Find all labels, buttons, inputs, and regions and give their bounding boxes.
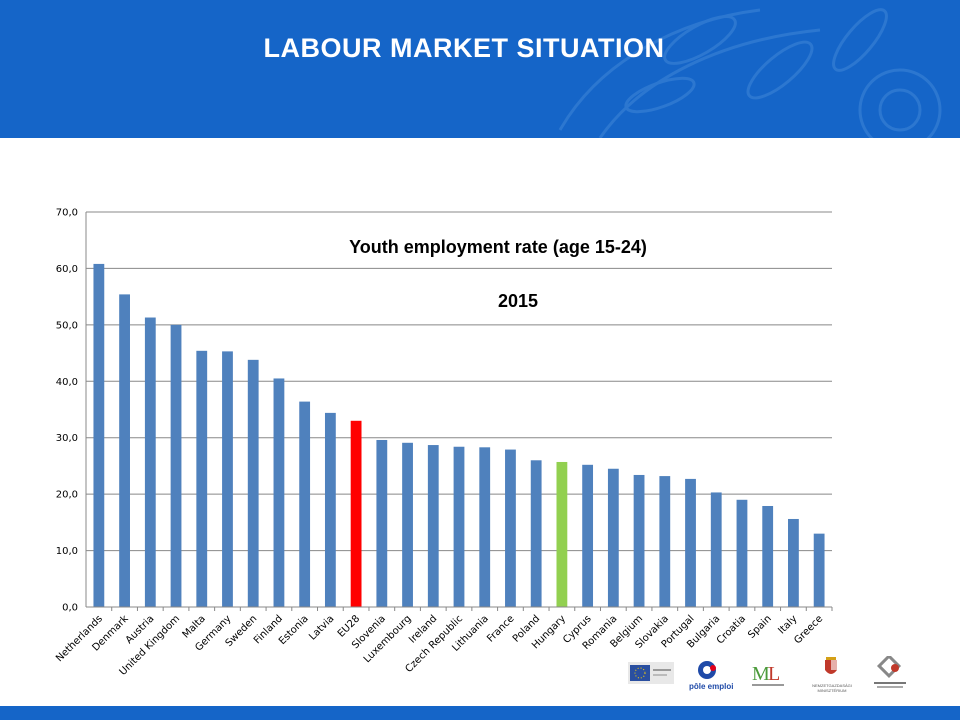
bar-luxembourg <box>402 442 413 607</box>
bar-chart: 0,0 10,0 20,0 30,0 40,0 50,0 60,0 70,0 Netherla… <box>54 208 833 678</box>
bar-estonia <box>299 401 311 607</box>
bar-austria <box>144 317 156 607</box>
chart-axes <box>85 212 833 611</box>
bar-slovenia <box>376 439 388 607</box>
bar-eu28 <box>350 420 362 607</box>
bar-finland <box>273 378 285 607</box>
y-tick-label: 60,0 <box>56 264 78 275</box>
bar-denmark <box>119 294 130 607</box>
bar-latvia <box>324 412 336 607</box>
slide-header: LABOUR MARKET SITUATION <box>0 0 960 138</box>
x-tick-label: Greece <box>792 613 825 646</box>
bar-czech-republic <box>453 446 465 607</box>
bar-france <box>505 449 516 607</box>
bar-greece <box>813 533 825 607</box>
y-axis-ticks: 0,0 10,0 20,0 30,0 40,0 50,0 60,0 70,0 <box>56 208 78 614</box>
x-tick-label: Spain <box>746 613 774 641</box>
bar-bulgaria <box>710 492 722 607</box>
bar-united-kingdom <box>170 324 182 607</box>
bar-croatia <box>736 499 748 607</box>
bar-malta <box>196 350 208 607</box>
x-tick-label: Latvia <box>307 613 336 642</box>
x-tick-label: France <box>485 613 516 644</box>
chart-subtitle: 2015 <box>498 291 538 311</box>
x-tick-label: Croatia <box>715 613 748 646</box>
bar-poland <box>530 460 542 607</box>
bar-spain <box>762 505 774 607</box>
chart-bars <box>93 263 825 607</box>
bar-netherlands <box>93 263 105 607</box>
bar-romania <box>607 468 619 607</box>
y-tick-label: 0,0 <box>62 603 78 614</box>
y-tick-label: 70,0 <box>56 208 78 219</box>
y-tick-label: 50,0 <box>56 320 78 331</box>
slide-footer-bar <box>0 706 960 720</box>
bar-cyprus <box>582 464 594 607</box>
bar-hungary <box>556 461 568 607</box>
bar-slovakia <box>659 476 671 607</box>
x-tick-label: Italy <box>776 613 799 636</box>
bar-italy <box>788 518 799 607</box>
y-tick-label: 30,0 <box>56 433 78 444</box>
bar-portugal <box>685 478 696 607</box>
bar-germany <box>222 351 233 607</box>
y-tick-label: 20,0 <box>56 490 78 501</box>
bar-sweden <box>247 359 259 607</box>
chart-title: Youth employment rate (age 15-24) <box>349 237 647 257</box>
y-tick-label: 40,0 <box>56 377 78 388</box>
bar-ireland <box>427 445 439 607</box>
bar-belgium <box>633 474 645 607</box>
header-decoration <box>558 8 942 138</box>
y-tick-label: 10,0 <box>56 546 78 557</box>
bar-lithuania <box>479 447 491 607</box>
slide-title: LABOUR MARKET SITUATION <box>263 33 665 63</box>
